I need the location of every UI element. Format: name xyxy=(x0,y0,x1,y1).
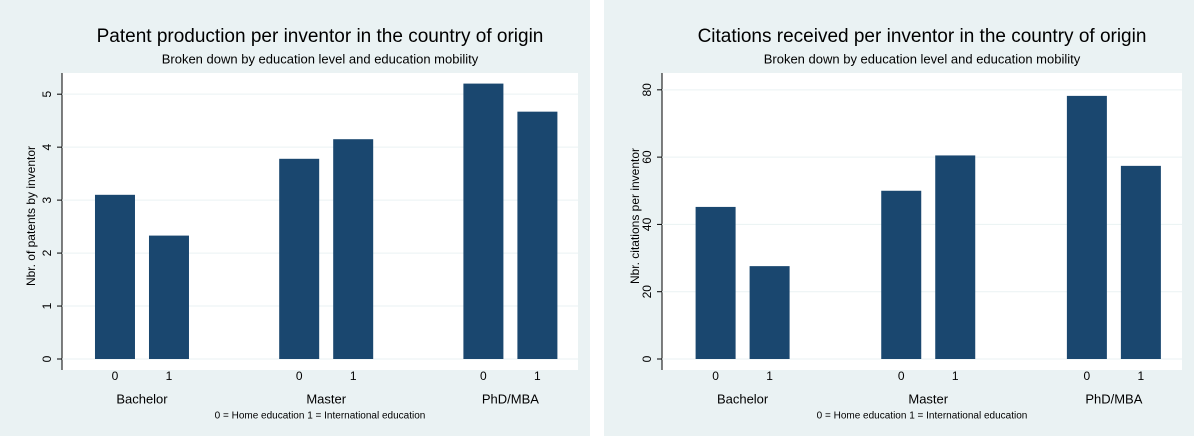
y-axis-label: Nbr. citations per inventor xyxy=(628,148,642,284)
y-tick-label: 0 xyxy=(40,355,54,362)
group-label: 1 xyxy=(350,369,357,383)
chart-title: Citations received per inventor in the c… xyxy=(698,26,1147,47)
bar xyxy=(517,111,558,359)
bar xyxy=(1120,165,1161,359)
group-label: 1 xyxy=(952,369,959,383)
chart-title: Patent production per inventor in the co… xyxy=(97,26,544,47)
group-label: 0 xyxy=(1084,369,1091,383)
bar xyxy=(333,139,374,359)
bar xyxy=(695,206,736,359)
category-label: Master xyxy=(908,391,948,406)
chart-subtitle: Broken down by education level and educa… xyxy=(162,51,479,66)
y-tick-label: 3 xyxy=(40,196,54,203)
group-label: 1 xyxy=(534,369,541,383)
y-tick-label: 0 xyxy=(640,355,654,362)
bar xyxy=(749,266,790,359)
category-label: PhD/MBA xyxy=(482,391,539,406)
bar xyxy=(279,158,320,359)
group-label: 0 xyxy=(712,369,719,383)
category-label: PhD/MBA xyxy=(1085,391,1142,406)
category-label: Bachelor xyxy=(717,391,769,406)
group-label: 1 xyxy=(166,369,173,383)
group-label: 0 xyxy=(480,369,487,383)
category-label: Master xyxy=(306,391,346,406)
bar xyxy=(1066,95,1107,359)
bar xyxy=(94,194,135,359)
bar xyxy=(935,155,976,359)
bar xyxy=(881,190,922,359)
note: 0 = Home education 1 = International edu… xyxy=(215,411,426,422)
chart-subtitle: Broken down by education level and educa… xyxy=(764,51,1081,66)
y-tick-label: 80 xyxy=(640,83,654,97)
group-label: 0 xyxy=(112,369,119,383)
bar xyxy=(148,235,189,359)
group-label: 1 xyxy=(1138,369,1145,383)
y-tick-label: 1 xyxy=(40,302,54,309)
group-label: 0 xyxy=(898,369,905,383)
y-tick-label: 4 xyxy=(40,143,54,150)
bar xyxy=(463,83,504,359)
y-axis-label: Nbr. of patents by inventor xyxy=(24,146,38,286)
y-tick-label: 60 xyxy=(640,150,654,164)
group-label: 1 xyxy=(766,369,773,383)
y-tick-label: 20 xyxy=(640,285,654,299)
y-tick-label: 2 xyxy=(40,249,54,256)
category-label: Bachelor xyxy=(116,391,168,406)
note: 0 = Home education 1 = International edu… xyxy=(817,411,1028,422)
y-tick-label: 5 xyxy=(40,91,54,98)
y-tick-label: 40 xyxy=(640,217,654,231)
group-label: 0 xyxy=(296,369,303,383)
